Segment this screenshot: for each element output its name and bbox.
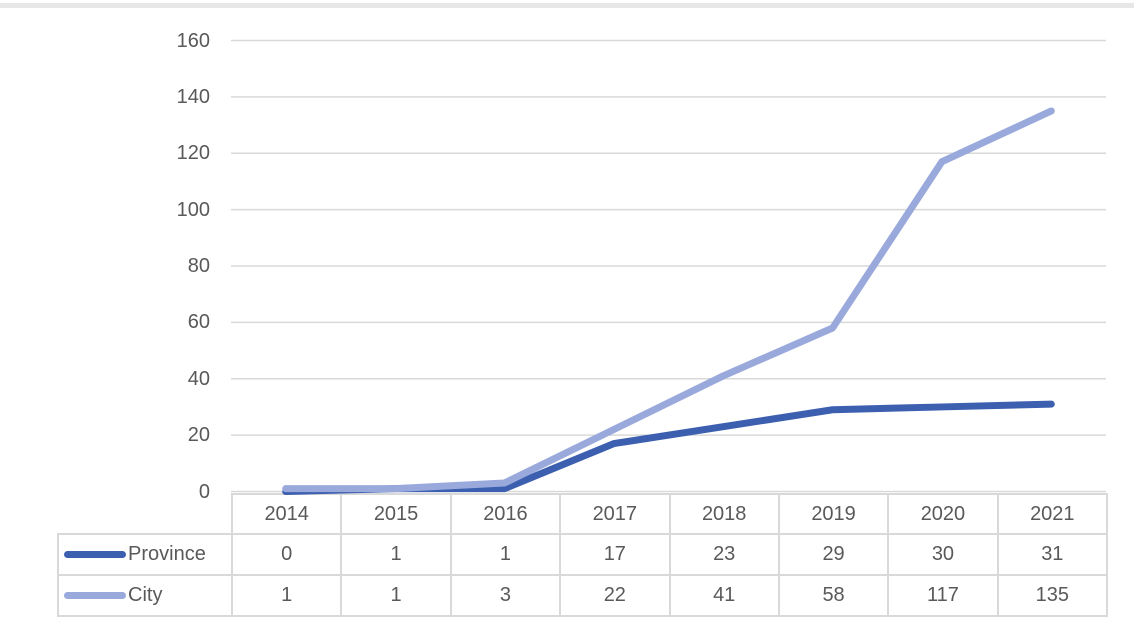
legend-cell-city: City (57, 574, 233, 617)
value-cell: 0 (230, 533, 343, 576)
value-cell: 3 (449, 574, 562, 617)
value-cell: 31 (996, 533, 1109, 576)
series-line-province (282, 400, 1055, 495)
legend-label: Province (128, 543, 206, 565)
value-cell: 1 (449, 533, 562, 576)
value-cell: 17 (559, 533, 671, 576)
year-header-cell: 2020 (887, 493, 999, 535)
year-header-cell: 2018 (668, 493, 780, 535)
y-axis-tick-label: 20 (187, 424, 210, 447)
legend-cell-province: Province (57, 533, 233, 576)
value-cell: 29 (777, 533, 890, 576)
value-cell: 23 (668, 533, 780, 576)
year-header-cell: 2021 (996, 493, 1109, 535)
table-row-province: Province 0 1 1 17 23 29 30 31 (57, 533, 1109, 576)
value-cell: 58 (777, 574, 890, 617)
legend-line-icon (64, 551, 126, 558)
top-border-line (0, 3, 1134, 8)
y-axis-tick-labels: 0 20 40 60 80 100 120 140 160 (0, 0, 210, 627)
y-axis-tick-label: 160 (176, 29, 210, 52)
y-axis-tick-label: 120 (176, 142, 210, 165)
legend-line-icon (64, 592, 126, 599)
y-axis-tick-label: 60 (187, 311, 210, 334)
year-header-cell: 2019 (777, 493, 890, 535)
table-row-city: City 1 1 3 22 41 58 117 135 (57, 574, 1109, 617)
value-cell: 41 (668, 574, 780, 617)
value-cell: 1 (340, 574, 452, 617)
value-cell: 1 (230, 574, 343, 617)
value-cell: 117 (887, 574, 999, 617)
y-axis-tick-label: 0 (198, 480, 210, 503)
value-cell: 30 (887, 533, 999, 576)
value-cell: 22 (559, 574, 671, 617)
value-cell: 135 (996, 574, 1109, 617)
y-axis-tick-label: 40 (187, 367, 210, 390)
y-axis-tick-label: 100 (176, 198, 210, 221)
y-axis-tick-label: 80 (187, 255, 210, 277)
year-header-cell: 2017 (559, 493, 671, 535)
year-header-cell: 2016 (449, 493, 562, 535)
legend-label: City (128, 584, 163, 606)
value-cell: 1 (340, 533, 452, 576)
year-header-cell: 2014 (230, 493, 343, 535)
chart-data-table: 2014 2015 2016 2017 2018 2019 2020 2021 Province… (57, 493, 1109, 617)
year-header-cell: 2015 (340, 493, 452, 535)
y-axis-tick-label: 140 (176, 85, 210, 108)
table-header-row: 2014 2015 2016 2017 2018 2019 2020 2021 (58, 493, 1109, 535)
table-corner-cell (58, 494, 232, 534)
series-line-city (282, 107, 1055, 493)
